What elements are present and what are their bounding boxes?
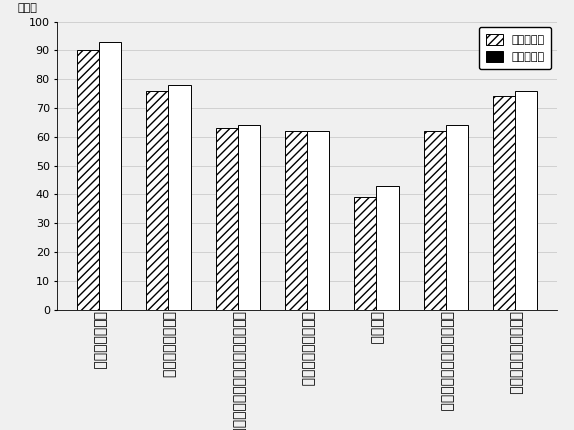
Bar (424, 131, 446, 310)
Bar (77, 50, 99, 310)
Bar (377, 186, 398, 310)
Bar (285, 131, 307, 310)
Bar (99, 42, 121, 310)
Text: （％）: （％） (17, 3, 37, 13)
Bar (238, 125, 260, 310)
Bar (168, 85, 191, 310)
Bar (146, 91, 168, 310)
Bar (515, 91, 537, 310)
Bar (446, 125, 468, 310)
Bar (354, 197, 377, 310)
Legend: 住宅所有率, 敷地所有率: 住宅所有率, 敷地所有率 (479, 27, 551, 69)
Bar (307, 131, 329, 310)
Bar (216, 128, 238, 310)
Bar (493, 96, 515, 310)
